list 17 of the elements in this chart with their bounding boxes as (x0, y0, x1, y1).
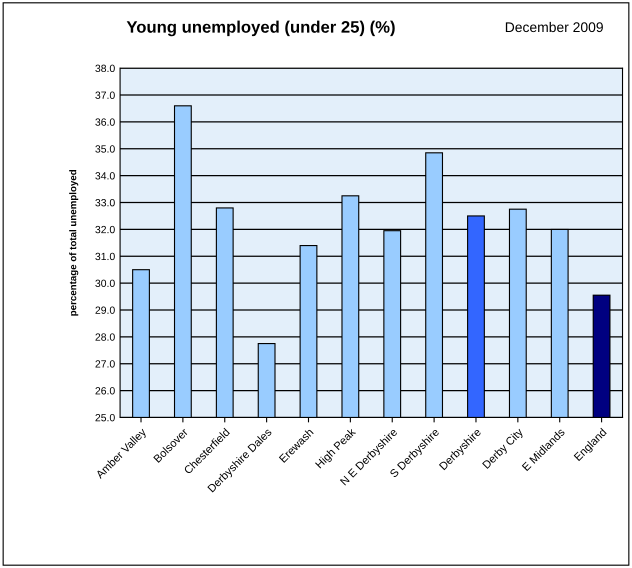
chart-title: Young unemployed (under 25) (%) (126, 20, 395, 36)
y-tick-label: 36.0 (95, 118, 115, 126)
y-tick-label: 32.0 (95, 226, 115, 234)
y-tick-label: 29.0 (95, 306, 115, 314)
y-tick-label: 38.0 (95, 64, 115, 72)
y-tick-label: 33.0 (95, 199, 115, 206)
y-tick-label: 27.0 (95, 360, 115, 368)
y-tick-label: 26.0 (95, 387, 115, 394)
y-tick-label: 37.0 (95, 92, 115, 99)
chart-subtitle: December 2009 (506, 22, 603, 32)
y-tick-label: 28.0 (95, 333, 115, 341)
y-tick-label: 34.0 (95, 172, 115, 180)
y-tick-label: 35.0 (95, 145, 115, 153)
y-axis-title: percentage of total unemployed (69, 170, 78, 316)
y-tick-label: 25.0 (95, 414, 115, 422)
y-tick-label: 31.0 (95, 252, 115, 260)
y-tick-label: 30.0 (95, 280, 115, 288)
